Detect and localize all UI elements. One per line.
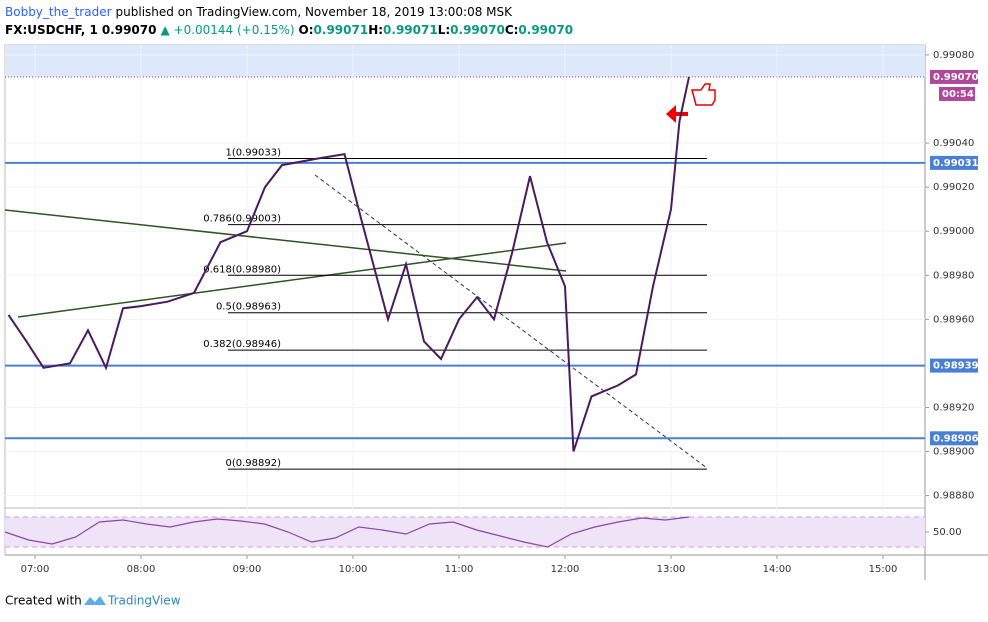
footer-brand[interactable]: TradingView bbox=[107, 594, 181, 608]
x-tick-label: 13:00 bbox=[657, 564, 686, 575]
plot bbox=[5, 45, 925, 555]
y-tick-label: 0.99000 bbox=[933, 226, 974, 237]
current-tag bbox=[930, 69, 978, 84]
fib-label: 0.618(0.98980) bbox=[203, 264, 281, 275]
change: ▲ +0.00144 (+0.15%) bbox=[160, 23, 294, 37]
ohlc-value: 0.99071 bbox=[383, 23, 438, 37]
price-line bbox=[7, 76, 690, 452]
fib-label: 0(0.98892) bbox=[225, 458, 281, 469]
level-label: 0.98939 bbox=[933, 361, 979, 372]
y-tick-label: 0.98980 bbox=[933, 270, 974, 281]
price-zone bbox=[5, 45, 925, 77]
countdown: 00:54 bbox=[942, 89, 974, 100]
x-tick-label: 15:00 bbox=[869, 564, 898, 575]
arrow-head bbox=[666, 105, 676, 123]
x-tick-label: 10:00 bbox=[339, 564, 368, 575]
symbol: FX:USDCHF, 1 bbox=[5, 23, 98, 37]
price: 0.99070 bbox=[102, 23, 157, 37]
symbol-line: FX:USDCHF, 1 0.99070 ▲ +0.00144 (+0.15%) O:… bbox=[5, 23, 573, 37]
footer-prefix: Created with bbox=[5, 594, 82, 608]
level-label: 0.98906 bbox=[933, 433, 979, 444]
countdown-tag bbox=[939, 86, 975, 101]
ohlc-value: 0.99070 bbox=[450, 23, 505, 37]
ohlc-value: 0.99071 bbox=[314, 23, 369, 37]
rsi-band bbox=[5, 517, 925, 547]
level-label: 0.99031 bbox=[933, 158, 979, 169]
fib-label: 0.5(0.98963) bbox=[216, 302, 281, 313]
trend-line bbox=[17, 242, 567, 318]
y-tick-label: 0.98920 bbox=[933, 402, 974, 413]
ohlc-key: H: bbox=[368, 23, 383, 37]
x-tick-label: 08:00 bbox=[127, 564, 156, 575]
x-tick-label: 09:00 bbox=[233, 564, 262, 575]
ohlc-key: L: bbox=[438, 23, 450, 37]
y-tick-label: 0.98880 bbox=[933, 491, 974, 502]
y-tick-label: 0.98900 bbox=[933, 447, 974, 458]
x-tick-label: 11:00 bbox=[445, 564, 474, 575]
current-label: 0.99070 bbox=[933, 72, 979, 83]
rsi-line bbox=[4, 516, 690, 548]
level-tag bbox=[930, 155, 978, 170]
level-tag bbox=[930, 358, 978, 373]
fib-label: 0.786(0.99003) bbox=[203, 214, 281, 225]
ohlc-key: O: bbox=[299, 23, 314, 37]
dashed-line bbox=[314, 174, 708, 469]
fib-label: 0.382(0.98946) bbox=[203, 339, 281, 350]
y-tick-label: 0.99040 bbox=[933, 138, 974, 149]
author-line: Bobby_the_trader published on TradingView… bbox=[5, 5, 513, 19]
x-tick-label: 07:00 bbox=[21, 564, 50, 575]
y-tick-label: 0.98960 bbox=[933, 314, 974, 325]
fib-label: 1(0.99033) bbox=[225, 147, 281, 158]
rsi-tick-label: 50.00 bbox=[933, 527, 962, 538]
level-tag bbox=[930, 431, 978, 446]
brand-logo bbox=[84, 596, 106, 605]
trend-line bbox=[4, 209, 567, 272]
x-tick-label: 12:00 bbox=[551, 564, 580, 575]
y-tick-label: 0.99020 bbox=[933, 182, 974, 193]
y-tick-label: 0.99080 bbox=[933, 50, 974, 61]
ohlc: O:0.99071H:0.99071L:0.99070C:0.99070 bbox=[299, 23, 574, 37]
published: published on TradingView.com, November 1… bbox=[116, 5, 514, 19]
ohlc-value: 0.99070 bbox=[518, 23, 573, 37]
x-tick-label: 14:00 bbox=[763, 564, 792, 575]
thumbs-down-icon bbox=[691, 83, 716, 106]
author[interactable]: Bobby_the_trader bbox=[5, 5, 112, 19]
ohlc-key: C: bbox=[505, 23, 519, 37]
